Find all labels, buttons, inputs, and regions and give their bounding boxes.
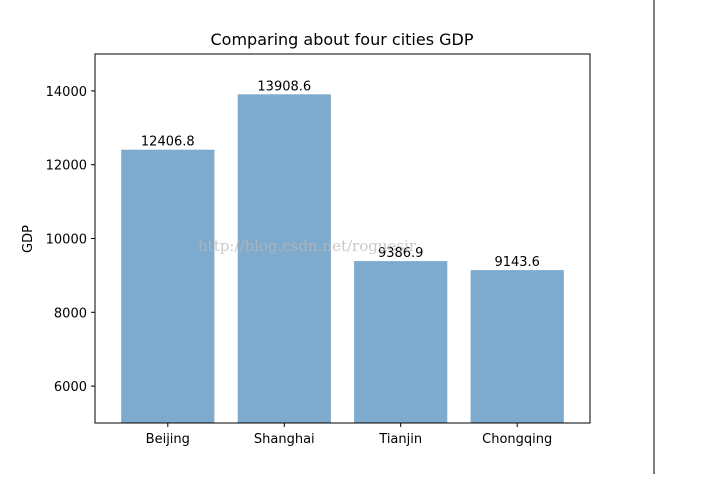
y-tick-label: 12000	[46, 159, 87, 174]
bar-tianjin	[354, 261, 448, 423]
y-tick-label: 6000	[54, 380, 87, 395]
bar-chongqing	[470, 270, 564, 423]
chart-title: Comparing about four cities GDP	[211, 30, 474, 49]
y-tick-label: 10000	[46, 233, 87, 248]
bars-group	[121, 94, 564, 424]
bar-shanghai	[237, 94, 331, 424]
y-tick-label: 8000	[54, 306, 87, 321]
x-tick-label: Beijing	[146, 432, 190, 447]
bar-value-label: 9143.6	[494, 255, 540, 270]
y-tick-label: 14000	[46, 85, 87, 100]
x-axis-ticks: Beijing Shanghai Tianjin Chongqing	[146, 423, 552, 447]
y-axis-ticks: 6000 8000 10000 12000 14000	[46, 85, 95, 395]
y-axis-label: GDP	[21, 225, 36, 253]
bar-value-labels: 12406.8 13908.6 9386.9 9143.6	[141, 79, 540, 270]
bar-beijing	[121, 149, 215, 423]
bar-value-label: 13908.6	[257, 79, 311, 94]
plot-area-frame	[94, 53, 591, 424]
x-tick-label: Tianjin	[378, 432, 422, 447]
bar-value-label: 12406.8	[141, 135, 195, 150]
bar-value-label: 9386.9	[378, 246, 424, 261]
x-tick-label: Chongqing	[482, 432, 552, 447]
x-tick-label: Shanghai	[254, 432, 315, 447]
watermark-text: http://blog.csdn.net/roguesir	[198, 237, 417, 255]
